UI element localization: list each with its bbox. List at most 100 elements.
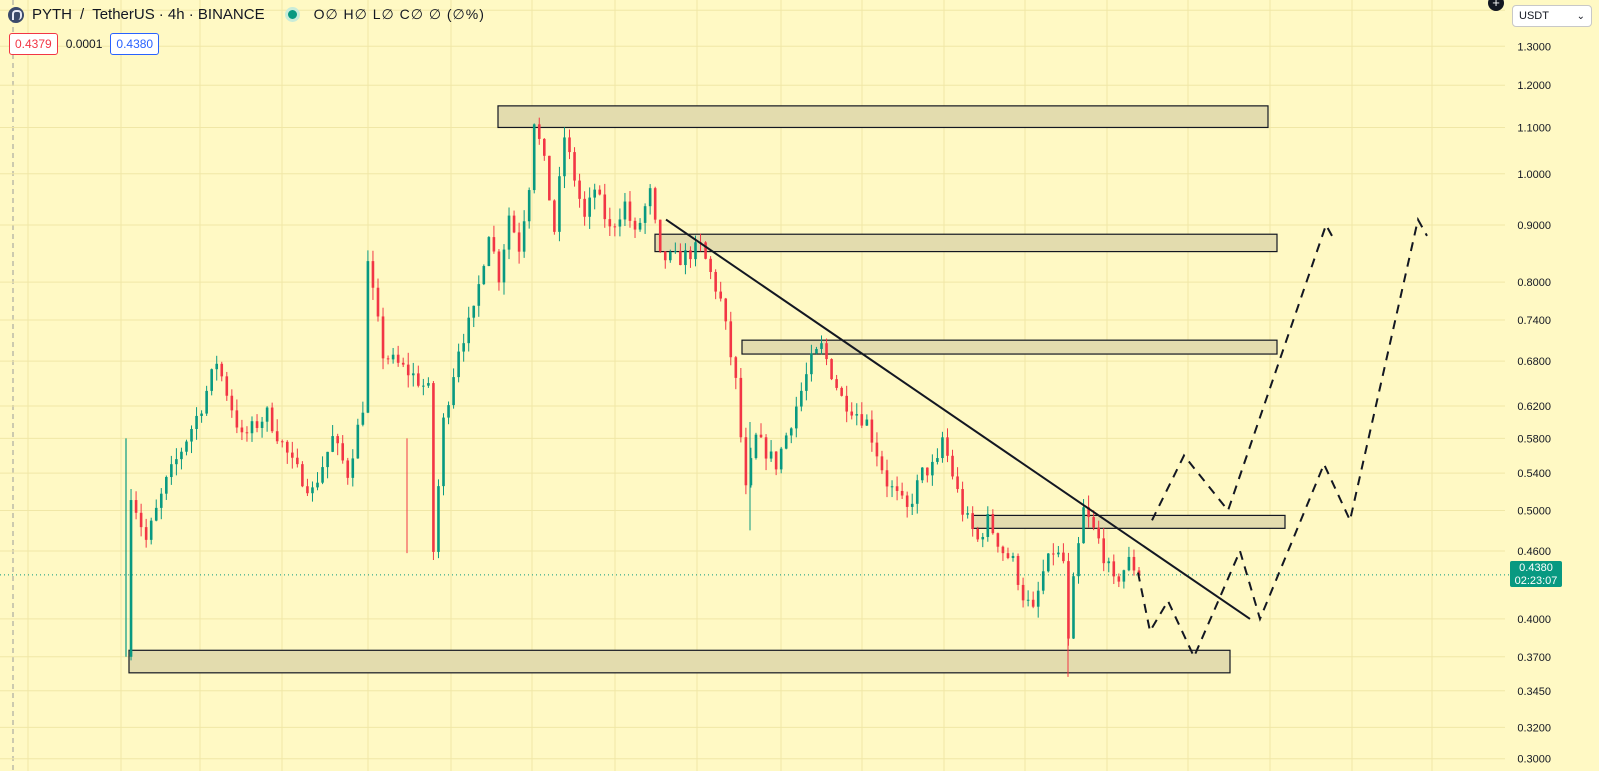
candle-body — [845, 395, 848, 412]
candle-body — [628, 201, 632, 221]
candle-body — [522, 221, 526, 252]
candle-body — [1036, 590, 1040, 607]
price-tick-label: 0.3200 — [1517, 722, 1551, 734]
candle-body — [139, 512, 143, 528]
candle-body — [1122, 570, 1126, 582]
candle-body — [406, 364, 410, 376]
candle-body — [220, 363, 224, 377]
quote-box: 0.4379 0.0001 0.4380 — [9, 33, 160, 55]
currency-select[interactable]: USDT ⌄ — [1512, 5, 1592, 27]
candle-body — [245, 432, 249, 434]
price-axis[interactable]: 1.40001.30001.20001.10001.00000.90000.80… — [1517, 5, 1551, 765]
candle-body — [603, 194, 607, 220]
candle-body — [275, 431, 279, 442]
candle-body — [946, 437, 949, 456]
candle-body — [1072, 576, 1075, 639]
candle-body — [1127, 556, 1131, 571]
candle-body — [835, 379, 838, 388]
candle-body — [613, 226, 617, 228]
candle-body — [885, 470, 889, 487]
candle-body — [719, 291, 722, 299]
candle-body — [341, 443, 345, 461]
candle-body — [830, 359, 833, 380]
candle-body — [931, 461, 934, 476]
candle-body — [638, 222, 642, 230]
candle-body — [880, 456, 884, 471]
market-status-icon[interactable] — [284, 7, 300, 22]
price-tick-label: 0.4600 — [1517, 546, 1551, 558]
candle-body — [1046, 553, 1050, 572]
price-tick-label: 0.5400 — [1517, 468, 1551, 480]
candle-body — [593, 189, 597, 198]
candle-body — [679, 250, 682, 266]
candle-body — [411, 373, 415, 376]
candle-body — [1041, 571, 1045, 591]
candle-body — [941, 437, 944, 459]
candle-body — [840, 387, 843, 396]
candle-body — [316, 482, 319, 488]
candle-body — [890, 486, 894, 488]
candle-body — [1087, 507, 1090, 518]
candle-body — [1132, 556, 1136, 571]
chart-header: PYTH / TetherUS · 4h · BINANCE O∅ H∅ L∅ … — [8, 6, 485, 23]
add-icon[interactable]: + — [1488, 0, 1504, 11]
candle-body — [543, 138, 546, 156]
candle-body — [860, 414, 864, 426]
candle-body — [1021, 584, 1025, 601]
candle-body — [996, 533, 1000, 547]
candle-body — [265, 407, 269, 422]
candle-body — [810, 353, 813, 375]
candle-body — [643, 206, 647, 223]
candle-body — [966, 513, 969, 515]
candle-body — [356, 424, 360, 459]
chevron-down-icon: ⌄ — [1576, 10, 1585, 22]
candle-body — [548, 155, 551, 201]
candle-body — [159, 493, 163, 508]
buy-price-button[interactable]: 0.4380 — [110, 33, 160, 55]
candle-body — [149, 520, 153, 540]
price-tick-label: 0.3000 — [1517, 754, 1551, 766]
candle-body — [1016, 555, 1020, 585]
candle-body — [270, 407, 274, 432]
sell-price-button[interactable]: 0.4379 — [9, 33, 58, 55]
candle-body — [623, 201, 627, 220]
candle-body — [900, 490, 904, 496]
drawings — [665, 216, 1428, 660]
quote-currency: TetherUS — [92, 6, 155, 23]
zone-0.48-0.495 — [971, 514, 1286, 529]
zone-0.36-0.375 — [128, 649, 1231, 674]
candle-body — [472, 305, 476, 318]
candle-body — [527, 190, 531, 222]
candle-body — [291, 452, 294, 458]
candle-body — [920, 467, 924, 481]
candle-body — [951, 455, 954, 477]
candle-body — [815, 348, 818, 354]
candle-body — [532, 124, 536, 191]
candle-body — [477, 284, 481, 306]
pyth-logo-icon — [8, 6, 24, 23]
candle-body — [497, 251, 501, 283]
symbol[interactable]: PYTH — [32, 6, 73, 23]
candle-body — [749, 458, 753, 486]
candle-body — [1057, 552, 1060, 555]
candle-body — [280, 441, 284, 443]
candle-body — [321, 467, 324, 483]
candle-body — [895, 486, 899, 491]
candle-body — [1107, 561, 1111, 564]
candle-body — [724, 298, 728, 322]
candle-body — [144, 527, 148, 540]
price-tick-label: 0.6200 — [1517, 401, 1551, 413]
candle-body — [437, 486, 440, 552]
candle-body — [588, 197, 591, 217]
candle-body — [376, 287, 380, 317]
candle-body — [170, 464, 173, 478]
candle-body — [694, 242, 697, 260]
candle-body — [195, 415, 198, 430]
candle-body — [956, 476, 959, 490]
price-tick-label: 0.9000 — [1517, 220, 1551, 232]
candle-body — [1062, 552, 1065, 562]
candle-body — [331, 436, 334, 452]
candle-body — [129, 500, 133, 657]
candle-body — [658, 219, 662, 252]
